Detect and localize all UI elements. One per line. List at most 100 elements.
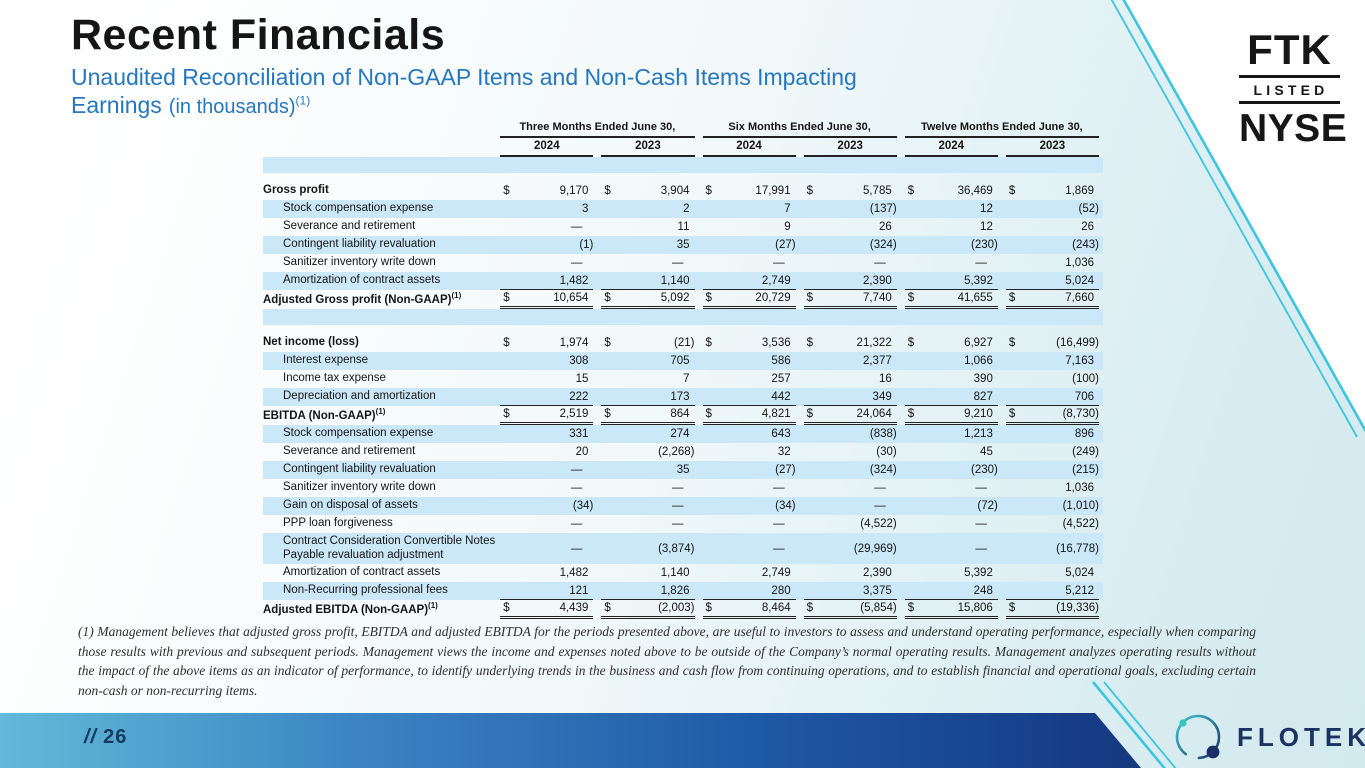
value-cell: 1,140 <box>597 272 698 290</box>
value-cell: 26 <box>878 221 892 233</box>
year-header: 2023 <box>1002 138 1103 157</box>
value-cell: 7 <box>683 373 690 385</box>
page-number-prefix: // <box>84 726 98 748</box>
value-cell: $8,464 <box>699 600 800 619</box>
value-cell: (34) <box>775 500 796 512</box>
value-cell: 15 <box>575 373 589 385</box>
value-cell: — <box>570 257 583 269</box>
value-cell: — <box>570 464 583 476</box>
footnote: (1) Management believes that adjusted gr… <box>78 624 1256 698</box>
flotek-wordmark: FLOTEK <box>1237 721 1365 752</box>
row-label: Sanitizer inventory write down <box>283 481 436 494</box>
value-cell: (4,522) <box>860 518 897 530</box>
value-cell: 331 <box>569 428 589 440</box>
value-cell: $21,322 <box>806 337 892 349</box>
value-cell: — <box>975 518 987 530</box>
value-cell: $4,821 <box>699 406 800 425</box>
value-cell: $864 <box>597 406 698 425</box>
table-row: Stock compensation expense 3 2 7 (137) 12 (52) <box>263 200 1103 218</box>
subtitle-parenthetical: (in thousands) <box>168 95 296 118</box>
value-cell: 280 <box>699 582 800 600</box>
value-cell: 827 <box>901 388 1002 406</box>
row-label: PPP loan forgiveness <box>283 517 393 530</box>
row-label: Contingent liability revaluation <box>283 463 436 476</box>
value-cell: (243) <box>1072 239 1099 251</box>
value-cell: 706 <box>1002 388 1103 406</box>
year-header: 2024 <box>496 138 597 157</box>
value-cell: 5,024 <box>1002 272 1103 290</box>
bottom-gradient-bar <box>0 713 1141 768</box>
row-label: Severance and retirement <box>283 220 416 233</box>
value-cell: 5,392 <box>901 272 1002 290</box>
value-cell: (249) <box>1072 446 1099 458</box>
value-cell: 1,213 <box>964 428 993 440</box>
subtitle-line1: Unaudited Reconciliation of Non-GAAP Ite… <box>71 64 857 91</box>
value-cell: 5,392 <box>964 567 993 579</box>
year-header: 2024 <box>901 138 1002 157</box>
value-cell: $1,974 <box>503 337 589 349</box>
value-cell: 2 <box>683 203 690 215</box>
value-cell: (34) <box>572 500 594 512</box>
row-label: Gross profit <box>263 184 329 197</box>
row-label: Gain on disposal of assets <box>283 499 418 512</box>
value-cell: 45 <box>980 446 993 458</box>
value-cell: 12 <box>980 203 993 215</box>
value-cell: (4,522) <box>1062 518 1099 530</box>
value-cell: (215) <box>1072 464 1099 476</box>
value-cell: $5,785 <box>806 185 892 197</box>
value-cell: $41,655 <box>901 290 1002 309</box>
value-cell: — <box>874 500 886 512</box>
value-cell: 1,036 <box>1065 257 1094 269</box>
row-label: Contract Consideration Convertible Notes… <box>283 535 496 561</box>
value-cell: 32 <box>777 446 791 458</box>
value-cell: (100) <box>1072 373 1099 385</box>
row-label: Severance and retirement <box>283 445 416 458</box>
spacer-row <box>263 157 1103 173</box>
value-cell: — <box>975 542 987 555</box>
value-cell: (30) <box>876 446 897 458</box>
row-label: Non-Recurring professional fees <box>283 584 448 597</box>
value-cell: (27) <box>775 464 796 476</box>
value-cell: $24,064 <box>800 406 901 425</box>
value-cell: 2,390 <box>862 567 892 579</box>
value-cell: 705 <box>670 355 690 367</box>
table-row: Contingent liability revaluation (1) 35 (27… <box>263 236 1103 254</box>
value-cell: (29,969) <box>853 542 897 555</box>
value-cell: $3,536 <box>705 337 791 349</box>
table-row: Severance and retirement — 11 9 26 12 26 <box>263 218 1103 236</box>
row-label: Net income (loss) <box>263 336 359 349</box>
row-label: Amortization of contract assets <box>283 274 441 287</box>
value-cell: — <box>672 482 684 494</box>
table-row: Contingent liability revaluation — 35 (27) (… <box>263 461 1103 479</box>
value-cell: 7 <box>784 203 791 215</box>
value-cell: (2,268) <box>658 446 695 458</box>
value-cell: — <box>570 518 583 530</box>
column-group-row: Three Months Ended June 30, Six Months En… <box>263 118 1103 138</box>
column-group-header: Twelve Months Ended June 30, <box>901 118 1103 138</box>
spacer-row <box>263 309 1103 325</box>
value-cell: $ (21) <box>604 337 695 349</box>
spacer-row <box>263 325 1103 334</box>
value-cell: 257 <box>771 373 791 385</box>
value-cell: $4,439 <box>496 600 597 619</box>
value-cell: — <box>773 518 785 530</box>
year-header-row: 2024 2023 2024 2023 2024 2023 <box>263 138 1103 157</box>
value-cell: $9,210 <box>901 406 1002 425</box>
value-cell: — <box>975 482 987 494</box>
row-label: Income tax expense <box>283 372 386 385</box>
value-cell: $10,654 <box>496 290 597 309</box>
table-row: Depreciation and amortization 222 173 442 34… <box>263 388 1103 406</box>
value-cell: 1,482 <box>559 567 589 579</box>
row-label: Sanitizer inventory write down <box>283 256 436 269</box>
value-cell: 222 <box>496 388 597 406</box>
value-cell: 5,212 <box>1002 582 1103 600</box>
value-cell: $1,869 <box>1008 185 1094 197</box>
row-label: Adjusted EBITDA (Non-GAAP)(1) <box>263 601 438 617</box>
value-cell: $9,170 <box>503 185 589 197</box>
financial-reconciliation-table: Three Months Ended June 30, Six Months En… <box>263 118 1103 619</box>
value-cell: 12 <box>980 221 993 233</box>
value-cell: $ (16,499) <box>1008 337 1099 349</box>
page-subtitle: Unaudited Reconciliation of Non-GAAP Ite… <box>71 64 857 119</box>
value-cell: — <box>773 482 785 494</box>
slide-header: Recent Financials Unaudited Reconciliati… <box>71 12 857 119</box>
